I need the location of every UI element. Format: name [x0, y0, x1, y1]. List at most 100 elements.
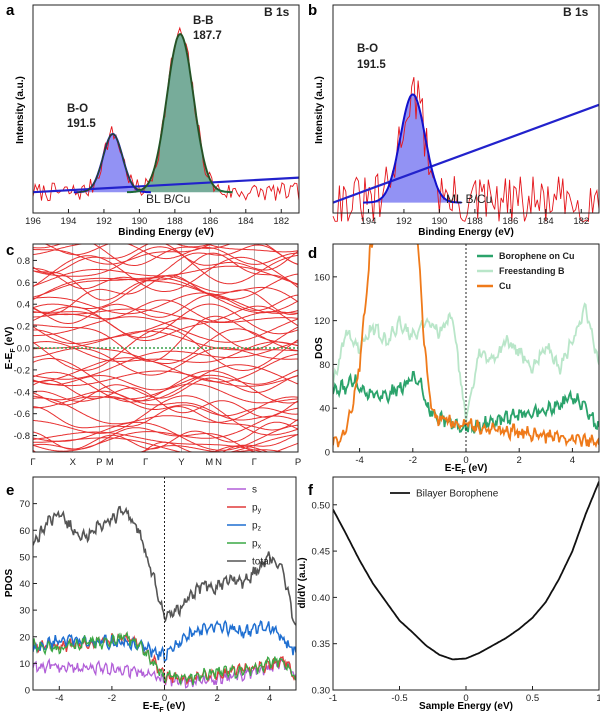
- legend-label: pz: [252, 521, 262, 533]
- y-f-ticklabel: 0.50: [312, 500, 331, 511]
- peak-label-bo-b: B-O: [357, 43, 378, 55]
- x-a-ticklabel: 182: [273, 216, 289, 227]
- y-c-ticklabel: -0.6: [14, 409, 30, 420]
- x-b-ticklabel: 186: [502, 216, 518, 227]
- legend-label: px: [252, 539, 262, 551]
- sample-caption-a: BL B/Cu: [146, 192, 190, 206]
- legend-d: Borophene on Cu Freestanding B Cu: [477, 251, 575, 291]
- x-a-ticklabel: 196: [25, 216, 41, 227]
- x-f-ticklabel: 0: [463, 693, 468, 704]
- k-point-label: N: [215, 457, 222, 468]
- x-axis-label-b: Binding Energy (eV): [418, 227, 514, 238]
- peak-label-bo-a: B-O: [67, 103, 88, 115]
- legend-label: Freestanding B: [499, 266, 565, 276]
- y-c-ticklabel: 0.8: [17, 256, 30, 267]
- k-point-label: X: [70, 457, 77, 468]
- peak-value-bb: 187.7: [193, 30, 222, 42]
- y-f-ticklabel: 0.30: [312, 686, 331, 697]
- band-line: [32, 265, 299, 287]
- x-axis-label-a: Binding Energy (eV): [118, 227, 214, 238]
- peak-label-bb: B-B: [193, 15, 213, 27]
- legend-label: Bilayer Borophene: [416, 489, 499, 500]
- band-line: [32, 370, 299, 387]
- k-point-label: Γ: [30, 457, 35, 468]
- band-line: [32, 358, 299, 402]
- y-c-ticklabel: 0.6: [17, 278, 30, 289]
- y-c-ticklabel: 0.4: [17, 300, 30, 311]
- k-point-label: M: [205, 457, 213, 468]
- band-line: [33, 328, 299, 364]
- x-e-ticklabel: 2: [214, 693, 219, 704]
- k-point-label: P: [96, 457, 102, 468]
- band-line: [33, 243, 298, 265]
- k-point-label: M: [106, 457, 114, 468]
- b-b-peak-fill: [133, 34, 227, 193]
- y-axis-label-d: DOS: [314, 337, 325, 359]
- background-baseline: [32, 176, 300, 194]
- x-f-ticklabel: 0.5: [526, 693, 539, 704]
- legend-label: py: [252, 503, 262, 515]
- x-e-ticklabel: 0: [162, 693, 167, 704]
- b-o-peak-b-fit: [363, 93, 462, 204]
- background-baseline: [332, 103, 600, 204]
- k-point-label: P: [295, 457, 301, 468]
- x-a-ticklabel: 190: [131, 216, 147, 227]
- y-d-ticklabel: 0: [325, 448, 330, 459]
- x-f-ticklabel: -1: [329, 693, 337, 704]
- panel-letter-e: e: [6, 482, 14, 499]
- y-axis-label-f: dI/dV (a.u.): [297, 557, 308, 608]
- y-e-ticklabel: 10: [19, 659, 30, 670]
- x-e-ticklabel: 4: [267, 693, 272, 704]
- didv-panel-f: -1 -0.5 0 0.5 1 0.30 0.35 0.40 0.45 0.50 Bilayer …: [297, 476, 600, 712]
- sample-caption-b: ML B/Cu: [446, 192, 492, 206]
- band-line: [32, 431, 298, 453]
- x-axis-label-e: E-EF (eV): [143, 701, 186, 714]
- series-group: [333, 481, 599, 661]
- y-e-ticklabel: 40: [19, 579, 30, 590]
- panel-letter-b: b: [308, 2, 317, 19]
- x-e-ticklabel: -4: [55, 693, 63, 704]
- band-line: [32, 407, 299, 452]
- band-line: [32, 255, 299, 292]
- series-borophene-on-cu-line: [333, 370, 599, 434]
- y-d-ticklabel: 40: [319, 404, 330, 415]
- band-line: [32, 379, 299, 418]
- y-c-ticklabel: -0.4: [14, 387, 30, 398]
- xps-panel-b: 194 192 190 188 186 184 182 B 1s B-O 191.5 ML …: [314, 4, 600, 238]
- legend-label: total: [252, 557, 271, 568]
- y-axis-label-a: Intensity (a.u.): [15, 76, 26, 144]
- y-axis-label-b: Intensity (a.u.): [314, 76, 325, 144]
- x-b-ticklabel: 188: [467, 216, 483, 227]
- corner-label-a: B 1s: [264, 5, 290, 19]
- y-e-ticklabel: 70: [19, 499, 30, 510]
- band-line: [32, 308, 299, 323]
- y-e-ticklabel: 0: [25, 686, 30, 697]
- y-c-ticklabel: 0.0: [17, 344, 30, 355]
- band-line: [33, 244, 299, 290]
- x-a-ticklabel: 194: [61, 216, 77, 227]
- peak-value-bo-a: 191.5: [67, 118, 96, 130]
- band-structure-panel-c: 0.80.60.40.20.0-0.2-0.4-0.6-0.8Γ X P M Γ Y M N Γ…: [4, 243, 301, 468]
- band-line: [32, 390, 299, 422]
- y-f-ticklabel: 0.40: [312, 593, 331, 604]
- y-f-ticklabel: 0.45: [312, 547, 331, 558]
- x-a-ticklabel: 192: [96, 216, 112, 227]
- x-d-ticklabel: -2: [409, 455, 417, 466]
- y-d-ticklabel: 160: [314, 272, 330, 283]
- band-line: [32, 340, 299, 364]
- x-b-ticklabel: 182: [573, 216, 589, 227]
- band-line: [32, 305, 299, 341]
- legend-label: Borophene on Cu: [499, 251, 575, 261]
- b-o-peak-a-fill: [78, 134, 147, 193]
- legend-label: Cu: [499, 281, 511, 291]
- y-axis-label-c: E-EF (eV): [4, 327, 17, 370]
- y-e-ticklabel: 30: [19, 606, 30, 617]
- x-a-ticklabel: 184: [238, 216, 254, 227]
- y-c-ticklabel: -0.2: [14, 365, 30, 376]
- panel-letter-a: a: [6, 2, 15, 19]
- x-b-ticklabel: 190: [431, 216, 447, 227]
- band-line: [33, 405, 299, 431]
- band-line: [32, 395, 299, 436]
